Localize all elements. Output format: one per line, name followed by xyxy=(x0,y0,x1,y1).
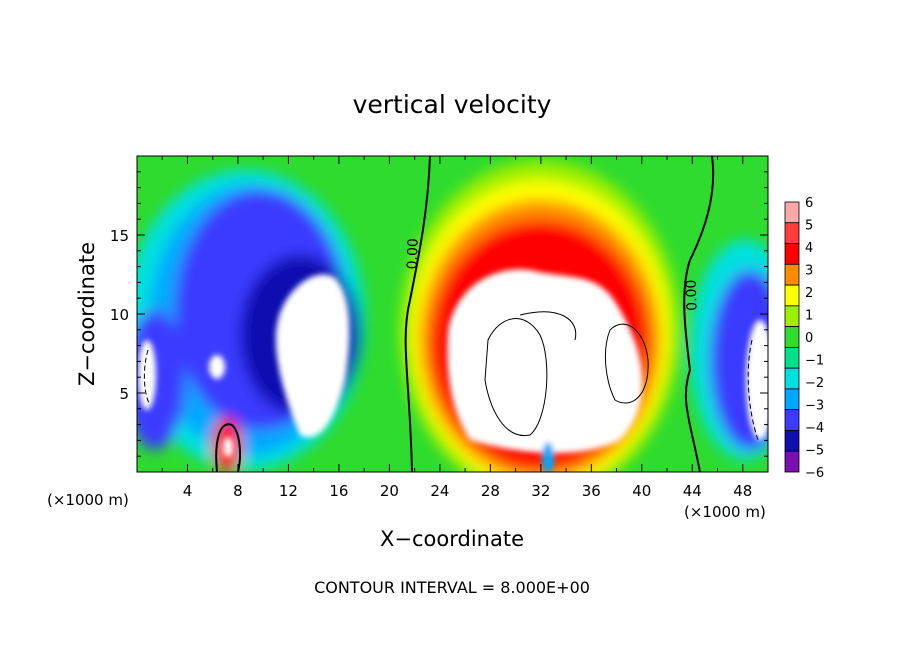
colorbar-swatch xyxy=(784,450,800,473)
colorbar: 6 5 4 3 2 1 0 −1 −2 −3 −4 −5 −6 xyxy=(784,196,824,481)
colorbar-label: 1 xyxy=(805,309,813,324)
colorbar-swatch xyxy=(784,430,800,452)
colorbar-swatch xyxy=(784,305,800,328)
contour-labels: 0.00 0.00 xyxy=(405,238,701,311)
x-tick-label: 20 xyxy=(380,482,399,500)
colorbar-swatch xyxy=(784,409,800,431)
colorbar-swatch xyxy=(784,243,800,265)
x-tick-label: 12 xyxy=(279,482,298,500)
x-tick-label: 48 xyxy=(733,482,752,500)
x-tick-label: 24 xyxy=(430,482,449,500)
heatmap-field xyxy=(137,156,768,472)
colorbar-swatch xyxy=(784,346,800,369)
x-tick-label: 16 xyxy=(329,482,348,500)
x-tick-label: 44 xyxy=(683,482,702,500)
x-tick-label: 4 xyxy=(183,482,193,500)
colorbar-label: 6 xyxy=(805,196,813,211)
y-axis: 5 10 15 xyxy=(110,171,768,457)
colorbar-label: −5 xyxy=(805,444,824,459)
colorbar-swatch xyxy=(784,367,800,390)
colorbar-label: 3 xyxy=(805,264,813,279)
contour-label: 0.00 xyxy=(405,238,422,270)
colorbar-label: 0 xyxy=(805,331,813,346)
colorbar-label: −6 xyxy=(805,466,824,481)
colorbar-label: −1 xyxy=(805,354,824,369)
colorbar-label: 2 xyxy=(805,286,813,301)
colorbar-swatch xyxy=(784,222,800,244)
x-tick-label: 28 xyxy=(481,482,500,500)
x-axis: 4 8 12 16 20 24 28 32 36 40 44 48 xyxy=(161,156,752,500)
x-tick-label: 40 xyxy=(632,482,651,500)
colorbar-swatch xyxy=(784,263,800,286)
chart-title: vertical velocity xyxy=(353,90,552,119)
y-tick-label: 15 xyxy=(110,227,129,245)
y-tick-label: 5 xyxy=(119,385,129,403)
colorbar-label: 4 xyxy=(805,241,813,256)
contour-label: 0.00 xyxy=(684,279,701,311)
colorbar-swatch xyxy=(784,201,800,224)
colorbar-swatch xyxy=(784,388,800,411)
x-tick-label: 8 xyxy=(233,482,243,500)
x-unit-left: (×1000 m) xyxy=(47,491,129,509)
colorbar-swatch xyxy=(784,326,800,348)
y-tick-label: 10 xyxy=(110,306,129,324)
colorbar-swatch xyxy=(784,284,800,307)
colorbar-label: −4 xyxy=(805,421,824,436)
y-axis-label: Z−coordinate xyxy=(75,242,99,386)
x-tick-label: 32 xyxy=(531,482,550,500)
colorbar-label: −2 xyxy=(805,376,824,391)
colorbar-label: 5 xyxy=(805,219,813,234)
x-tick-label: 36 xyxy=(582,482,601,500)
x-unit-right: (×1000 m) xyxy=(684,503,766,521)
x-axis-label: X−coordinate xyxy=(380,527,524,551)
colorbar-label: −3 xyxy=(805,399,824,414)
contour-interval-note: CONTOUR INTERVAL = 8.000E+00 xyxy=(314,578,590,597)
